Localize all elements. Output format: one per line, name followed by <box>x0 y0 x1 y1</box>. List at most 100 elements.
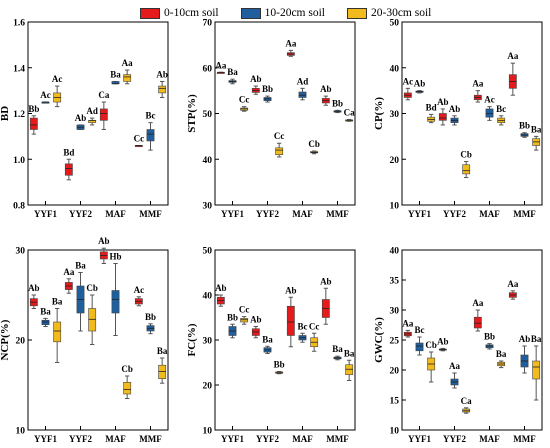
panel-2-cat-1-series-2-box <box>462 164 471 175</box>
legend-label-10-20cm: 10-20cm soil <box>264 7 325 19</box>
panel-3-cat-1-series-1-letter-label: Ba <box>75 261 86 271</box>
panel-5-xtick-label-2: MAF <box>479 434 500 444</box>
panel-4-ytick-label-1: 20 <box>203 382 213 392</box>
panel-1-ytick-label-0: 30 <box>203 202 213 212</box>
panel-3-cat-1-series-0-letter-label: Aa <box>63 267 74 277</box>
panel-4-cat-3-series-2-box <box>345 364 354 375</box>
panel-0-cat-0-series-0-box <box>29 117 38 130</box>
panel-2-xtick-label-1: YYF2 <box>443 209 466 219</box>
panel-4-ytick-label-3: 40 <box>203 292 213 302</box>
panel-3-cat-3-series-2-box <box>158 364 167 380</box>
panel-5-cat-2-series-2-letter-label: Ba <box>496 349 507 359</box>
panel-5-cat-3-series-0-letter-label: Aa <box>507 279 518 289</box>
panel-3-cat-2-series-2-letter-label: Cb <box>121 364 133 374</box>
panel-4-cat-2-series-0-box <box>286 305 295 336</box>
legend-item-10-20cm: 10-20cm soil <box>240 6 325 20</box>
legend-swatch-20-30cm <box>347 7 367 19</box>
panel-4-ylabel: FC(%) <box>186 323 198 356</box>
panel-0-cat-2-series-0-box <box>99 108 108 121</box>
panel-0-cat-0-series-2-letter-label: Ac <box>52 74 63 84</box>
panel-1-cat-0-series-0-letter-label: Aa <box>215 60 226 70</box>
panel-0-cat-1-series-1-letter-label: Ab <box>75 113 87 123</box>
legend-swatch-0-10cm <box>140 7 160 19</box>
panel-2-ylabel: CP(%) <box>373 97 385 130</box>
panel-2-cat-0-series-1-letter-label: Ab <box>414 79 426 89</box>
panel-0-xtick-label-3: MMF <box>139 209 162 219</box>
panel-4-ytick-label-2: 30 <box>203 337 213 347</box>
panel-5-cat-3-series-2-letter-label: Ba <box>531 334 542 344</box>
legend-swatch-10-20cm <box>240 7 261 19</box>
panel-0-ytick-label-3: 1.4 <box>13 64 25 74</box>
panel-3-cat-0-series-2-box <box>53 321 62 343</box>
panel-3-cat-2-series-2-box <box>123 381 132 395</box>
panel-4-cat-1-series-1-letter-label: Ba <box>262 334 273 344</box>
panel-0-xtick-label-1: YYF2 <box>69 209 92 219</box>
panel-2-cat-3-series-0-letter-label: Aa <box>507 51 518 61</box>
panel-1-xtick-label-0: YYF1 <box>221 209 244 219</box>
panel-0-xtick-label-0: YYF1 <box>34 209 57 219</box>
panel-3-frame <box>27 249 169 431</box>
panel-1-ylabel: STP(%) <box>186 94 198 133</box>
panel-2-cat-1-series-0-box <box>438 113 447 121</box>
panel-0-cat-3-series-0-letter-label: Cc <box>134 134 145 144</box>
panel-1-cat-1-series-2-box <box>275 147 284 155</box>
legend-item-20-30cm: 20-30cm soil <box>347 6 431 20</box>
panel-3-cat-3-series-0-letter-label: Ac <box>134 285 145 295</box>
panel-3-ylabel: NCP(%) <box>0 319 11 360</box>
panel-5-cat-0-series-0-letter-label: Aa <box>402 318 413 328</box>
panel-2-xtick-label-0: YYF1 <box>408 209 431 219</box>
panel-5-ytick-label-2: 20 <box>390 367 400 377</box>
panel-2-cat-1-series-0-letter-label: Ab <box>437 97 449 107</box>
panel-5-cat-2-series-0-box <box>473 316 482 329</box>
panel-5-xtick-label-3: MMF <box>513 434 536 444</box>
panel-4-ytick-label-0: 10 <box>203 427 213 437</box>
panel-1-cat-3-series-1-letter-label: Bb <box>332 98 343 108</box>
panel-4-xtick-label-2: MAF <box>292 434 313 444</box>
panel-2-ytick-label-1: 20 <box>390 156 400 166</box>
panel-5-cat-1-series-0-letter-label: Ab <box>437 336 449 346</box>
panel-5-cat-2-series-1-letter-label: Bb <box>484 332 495 342</box>
panel-3-cat-3-series-1-letter-label: Bb <box>145 312 156 322</box>
panel-0-cat-1-series-0-letter-label: Bd <box>63 147 74 157</box>
panel-5-ytick-label-6: 40 <box>390 247 400 257</box>
panel-0-cat-3-series-2-letter-label: Ab <box>156 69 168 79</box>
panel-2-cat-3-series-1-letter-label: Bb <box>519 121 530 131</box>
panel-4-cat-2-series-0-letter-label: Ab <box>285 285 297 295</box>
panel-1-xtick-label-1: YYF2 <box>256 209 279 219</box>
panel-2-cat-2-series-2-letter-label: Bc <box>496 104 506 114</box>
panel-4-ytick-label-4: 50 <box>203 247 213 257</box>
panel-4-cat-2-series-1-letter-label: Bc <box>298 321 308 331</box>
panel-4-cat-3-series-0-letter-label: Ab <box>320 276 332 286</box>
panel-1-cat-2-series-0-letter-label: Aa <box>285 38 296 48</box>
panel-1-cat-1-series-2-letter-label: Cc <box>274 131 285 141</box>
panel-1-cat-3-series-2-letter-label: Ca <box>344 107 355 117</box>
panel-2-cat-0-series-2-letter-label: Bd <box>426 102 437 112</box>
panel-0-cat-2-series-1-letter-label: Ba <box>110 69 121 79</box>
panel-3-cat-0-series-2-letter-label: Ba <box>52 297 63 307</box>
panel-5-xtick-label-1: YYF2 <box>443 434 466 444</box>
panel-5-cat-0-series-1-letter-label: Bc <box>415 325 425 335</box>
panel-3-xtick-label-2: MAF <box>105 434 126 444</box>
panel-5-ytick-label-0: 10 <box>390 427 400 437</box>
panel-4-cat-0-series-1-letter-label: Bb <box>227 312 238 322</box>
panel-1-cat-2-series-1-letter-label: Ad <box>297 76 309 86</box>
panel-2-cat-2-series-0-letter-label: Aa <box>472 79 483 89</box>
panel-3-xtick-label-1: YYF2 <box>69 434 92 444</box>
panel-5-ylabel: GWC(%) <box>373 317 385 363</box>
panel-3-cat-0-series-0-letter-label: Ab <box>28 283 40 293</box>
panel-0-cat-0-series-0-letter-label: Bb <box>28 104 39 114</box>
panel-0-xtick-label-2: MAF <box>105 209 126 219</box>
panel-5-cat-2-series-0-letter-label: Aa <box>472 298 483 308</box>
panel-0-cat-3-series-1-letter-label: Bc <box>146 111 156 121</box>
panel-4-cat-0-series-0-letter-label: Ab <box>215 283 227 293</box>
panel-0-cat-3-series-1-box <box>146 129 155 142</box>
panel-2-cat-2-series-1-letter-label: Ac <box>484 95 495 105</box>
panel-1-xtick-label-3: MMF <box>326 209 349 219</box>
panel-4-cat-1-series-2-letter-label: Bb <box>274 360 285 370</box>
panel-0-cat-1-series-0-box <box>64 163 73 176</box>
panel-5-xtick-label-0: YYF1 <box>408 434 431 444</box>
panel-5-ytick-label-1: 15 <box>390 397 400 407</box>
panel-2-frame <box>401 21 543 206</box>
panel-2-cat-1-series-2-letter-label: Cb <box>460 150 472 160</box>
legend-label-20-30cm: 20-30cm soil <box>371 7 432 19</box>
